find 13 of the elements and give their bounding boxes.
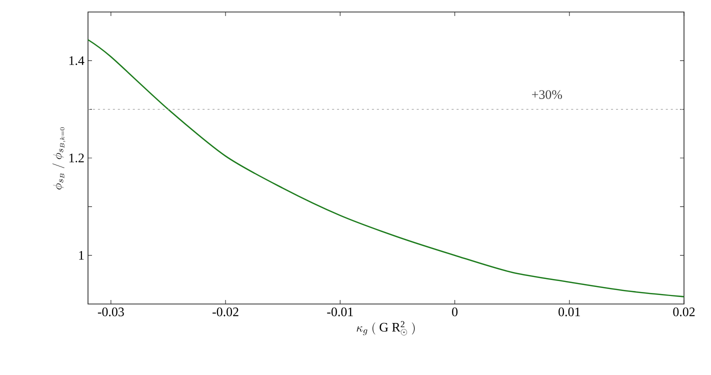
y-tick-label: 1 xyxy=(79,251,84,260)
y-axis-title: $\phi_{s_B}\ /\ \phi_{s_{B,k=0}}$ xyxy=(52,127,66,190)
line-series xyxy=(87,39,685,298)
y-tick-label: 1.2 xyxy=(69,154,84,162)
x-tick-label: 0.02 xyxy=(673,308,695,316)
x-tick-label: -0.01 xyxy=(327,308,353,316)
y-tick-label: 1.4 xyxy=(69,56,84,66)
x-axis-title: $\kappa_g\ (\ \mathrm{G\ R_\odot^2}\ )$ xyxy=(356,321,415,336)
x-tick-label: -0.02 xyxy=(212,308,238,316)
annotation: +30% xyxy=(532,90,562,100)
x-tick-label: -0.03 xyxy=(98,308,124,316)
x-tick-label: 0 xyxy=(452,308,458,316)
x-tick-label: 0.01 xyxy=(558,308,580,316)
